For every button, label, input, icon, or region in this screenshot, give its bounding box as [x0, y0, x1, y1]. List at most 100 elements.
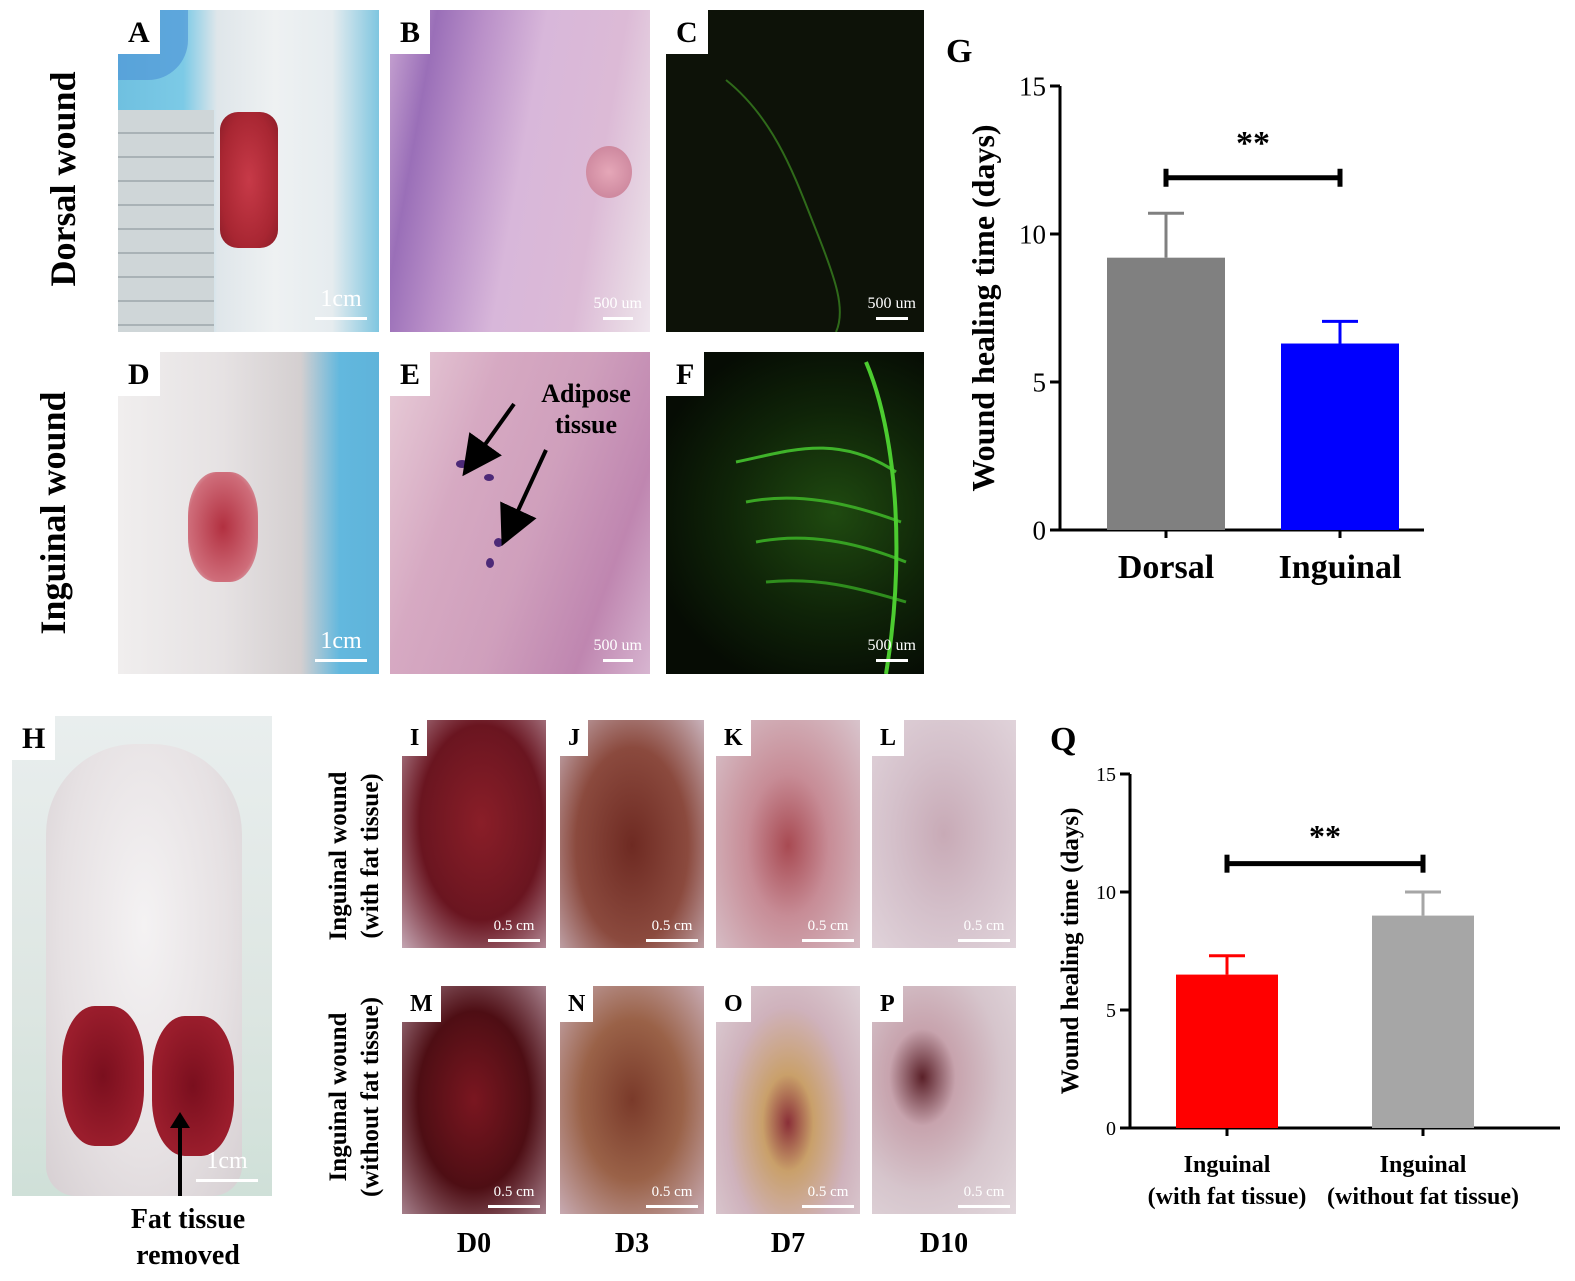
fat-removed-arrow [170, 1112, 190, 1196]
scale-bar-d: 1cm [315, 628, 367, 662]
scale-bar-p: 0.5 cm [958, 1184, 1010, 1208]
scale-label-d: 1cm [320, 628, 362, 654]
panel-letter-m: M [402, 986, 441, 1022]
wound-left-graphic [62, 1006, 144, 1146]
panel-letter-f: F [666, 352, 705, 396]
panel-k-photo: K 0.5 cm [716, 720, 860, 948]
fluorescence-trace-c [725, 79, 841, 332]
scale-bar-m: 0.5 cm [488, 1184, 540, 1208]
chart-q-category-label-0-line1: Inguinal [1184, 1152, 1271, 1178]
panel-n-photo: N 0.5 cm [560, 986, 704, 1214]
panel-letter-o: O [716, 986, 751, 1022]
chart-q-y-tick-label-2: 10 [1096, 882, 1116, 904]
chart-g-significance-label: ** [1236, 125, 1270, 162]
row-label-dorsal: Dorsal wound [43, 71, 83, 287]
panel-letter-b: B [390, 10, 431, 54]
scale-bar-e: 500 um [594, 637, 642, 662]
panel-i-photo: I 0.5 cm [402, 720, 546, 948]
chart-g: G 0 5 10 15 Wound healing time (days) Dorsal In… [946, 33, 1424, 586]
panel-a-photo: A 1cm [118, 10, 379, 332]
scale-label-l: 0.5 cm [963, 918, 1005, 934]
panel-d-photo: D 1cm [118, 352, 379, 674]
adipose-arrows [462, 402, 548, 547]
day-label-d10: D10 [919, 1228, 969, 1259]
scale-label-a: 1cm [320, 286, 362, 312]
panel-b-histology: B 500 um [390, 10, 650, 332]
day-label-d7: D7 [770, 1228, 806, 1259]
scale-label-f: 500 um [867, 637, 916, 654]
annotation-fat-tissue-removed: Fat tissue removed [100, 1202, 276, 1274]
panel-letter-a: A [118, 10, 160, 54]
panel-letter-n: N [560, 986, 594, 1022]
chart-g-bar-1 [1281, 343, 1399, 530]
row-label-without-fat: Inguinal wound (without fat tissue) [323, 957, 393, 1237]
panel-letter-p: P [872, 986, 903, 1022]
scale-label-n: 0.5 cm [651, 1184, 693, 1200]
row-label-with-fat-line2: (with fat tissue) [357, 773, 384, 939]
chart-g-y-axis-label: Wound healing time (days) [965, 124, 1001, 491]
scale-bar-h: 1cm [196, 1148, 258, 1182]
chart-q-y-axis-label: Wound healing time (days) [1057, 808, 1084, 1095]
chart-g-y-tick-label-0: 0 [1033, 515, 1047, 545]
chart-q-category-label-1-line1: Inguinal [1380, 1152, 1467, 1178]
chart-q-bar-1 [1372, 915, 1474, 1128]
day-label-d3: D3 [614, 1228, 650, 1259]
scale-bar-n: 0.5 cm [646, 1184, 698, 1208]
scale-bar-k: 0.5 cm [802, 918, 854, 942]
scale-bar-i: 0.5 cm [488, 918, 540, 942]
scale-label-m: 0.5 cm [493, 1184, 535, 1200]
wound-graphic [220, 112, 278, 248]
fluorescence-trace-f [735, 361, 907, 674]
scale-label-b: 500 um [593, 295, 642, 312]
panel-c-fluorescence: C 500 um [666, 10, 924, 332]
annotation-adipose-line1: Adipose [541, 379, 631, 408]
chart-g-category-label-0: Dorsal [1118, 549, 1214, 586]
scale-label-c: 500 um [867, 295, 916, 312]
scale-label-p: 0.5 cm [963, 1184, 1005, 1200]
panel-letter-i: I [402, 720, 428, 756]
scale-bar-c: 500 um [868, 295, 916, 320]
scale-label-k: 0.5 cm [807, 918, 849, 934]
scale-label-j: 0.5 cm [651, 918, 693, 934]
chart-q-category-label-1-line2: (without fat tissue) [1327, 1184, 1519, 1210]
scale-bar-o: 0.5 cm [802, 1184, 854, 1208]
chart-g-y-tick-label-1: 5 [1033, 367, 1047, 397]
chart-q-bar-0 [1176, 974, 1278, 1128]
panel-letter-k: K [716, 720, 751, 756]
scale-bar-l: 0.5 cm [958, 918, 1010, 942]
chart-g-y-tick-label-2: 10 [1019, 219, 1046, 249]
chart-q-significance-label: ** [1309, 818, 1341, 854]
panel-j-photo: J 0.5 cm [560, 720, 704, 948]
ruler-graphic [118, 110, 214, 332]
annotation-adipose-line2: tissue [554, 410, 618, 439]
wound-graphic [188, 472, 258, 582]
annotation-adipose-tissue: Adipose tissue [522, 378, 650, 440]
panel-letter-e: E [390, 352, 431, 396]
panel-letter-d: D [118, 352, 160, 396]
chart-q-y-tick-label-1: 5 [1106, 1000, 1116, 1022]
chart-g-bar-0 [1107, 257, 1225, 530]
panel-m-photo: M 0.5 cm [402, 986, 546, 1214]
panel-l-photo: L 0.5 cm [872, 720, 1016, 948]
chart-q-y-tick-label-0: 0 [1106, 1118, 1116, 1140]
panel-letter-h: H [12, 716, 56, 760]
chart-g-y-tick-label-3: 15 [1019, 71, 1046, 101]
row-label-inguinal: Inguinal wound [33, 391, 73, 635]
scale-bar-b: 500 um [594, 295, 642, 320]
panel-letter-l: L [872, 720, 905, 756]
chart-q: Q 0 5 10 15 Wound healing time (days) Inguinal… [1050, 721, 1560, 1210]
panel-p-photo: P 0.5 cm [872, 986, 1016, 1214]
panel-letter-q: Q [1050, 721, 1076, 758]
panel-f-fluorescence: F 500 um [666, 352, 924, 674]
scale-label-h: 1cm [206, 1148, 248, 1174]
row-label-with-fat: Inguinal wound (with fat tissue) [323, 741, 393, 971]
scale-bar-j: 0.5 cm [646, 918, 698, 942]
scale-bar-a: 1cm [315, 286, 367, 320]
row-label-without-fat-line1: Inguinal wound [325, 1012, 352, 1182]
panel-letter-j: J [560, 720, 588, 756]
panel-letter-c: C [666, 10, 708, 54]
annotation-fat-line1: Fat tissue [130, 1204, 246, 1235]
panel-h-photo: H 1cm [12, 716, 272, 1196]
row-label-with-fat-line1: Inguinal wound [325, 771, 352, 941]
annotation-fat-line2: removed [136, 1240, 240, 1271]
